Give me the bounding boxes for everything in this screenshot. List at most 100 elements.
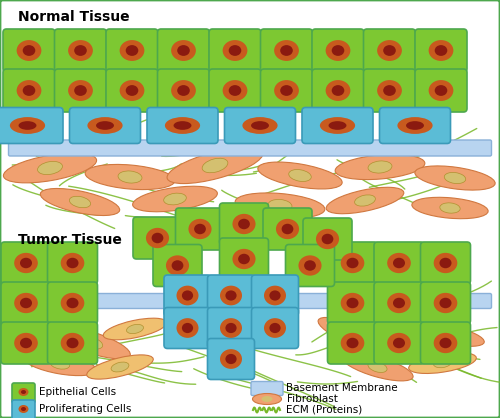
Ellipse shape xyxy=(202,158,228,173)
Ellipse shape xyxy=(166,255,189,275)
Ellipse shape xyxy=(270,291,280,301)
Ellipse shape xyxy=(318,317,387,351)
Ellipse shape xyxy=(74,85,87,96)
Ellipse shape xyxy=(444,331,461,340)
Ellipse shape xyxy=(24,352,97,376)
Ellipse shape xyxy=(171,80,196,101)
Ellipse shape xyxy=(408,352,476,373)
Text: Epithelial Cells: Epithelial Cells xyxy=(39,387,116,397)
Ellipse shape xyxy=(346,258,358,268)
FancyBboxPatch shape xyxy=(364,29,416,72)
Ellipse shape xyxy=(96,121,114,130)
FancyBboxPatch shape xyxy=(220,238,268,280)
Ellipse shape xyxy=(264,285,286,306)
Ellipse shape xyxy=(262,396,272,402)
Ellipse shape xyxy=(288,170,312,181)
Ellipse shape xyxy=(276,219,299,239)
Ellipse shape xyxy=(16,40,42,61)
FancyBboxPatch shape xyxy=(312,29,364,72)
Ellipse shape xyxy=(171,40,196,61)
Ellipse shape xyxy=(177,85,190,96)
Ellipse shape xyxy=(274,80,299,101)
Text: ECM (Proteins): ECM (Proteins) xyxy=(286,405,363,415)
Ellipse shape xyxy=(18,405,28,413)
Ellipse shape xyxy=(18,388,28,396)
FancyBboxPatch shape xyxy=(1,242,51,284)
Ellipse shape xyxy=(40,189,119,216)
FancyBboxPatch shape xyxy=(374,282,424,324)
Ellipse shape xyxy=(393,298,405,308)
Ellipse shape xyxy=(342,353,413,381)
Ellipse shape xyxy=(387,253,411,273)
FancyBboxPatch shape xyxy=(302,107,373,143)
Ellipse shape xyxy=(7,317,73,347)
FancyBboxPatch shape xyxy=(224,107,296,143)
Ellipse shape xyxy=(176,285,199,306)
Ellipse shape xyxy=(220,285,242,306)
FancyBboxPatch shape xyxy=(48,322,98,364)
Ellipse shape xyxy=(54,327,130,359)
FancyBboxPatch shape xyxy=(208,275,254,316)
Ellipse shape xyxy=(60,293,84,313)
FancyBboxPatch shape xyxy=(263,208,312,250)
Ellipse shape xyxy=(111,362,129,372)
Ellipse shape xyxy=(126,45,138,56)
Ellipse shape xyxy=(340,293,364,313)
Ellipse shape xyxy=(60,333,84,353)
Text: Tumor Tissue: Tumor Tissue xyxy=(18,233,122,247)
Ellipse shape xyxy=(14,253,38,273)
FancyBboxPatch shape xyxy=(209,29,261,72)
FancyBboxPatch shape xyxy=(133,217,182,259)
Ellipse shape xyxy=(335,154,425,180)
Ellipse shape xyxy=(368,331,436,357)
Ellipse shape xyxy=(346,298,358,308)
Ellipse shape xyxy=(226,354,236,364)
FancyBboxPatch shape xyxy=(312,69,364,112)
Ellipse shape xyxy=(304,260,316,271)
FancyBboxPatch shape xyxy=(415,69,467,112)
Ellipse shape xyxy=(20,338,32,348)
Ellipse shape xyxy=(412,197,488,219)
Ellipse shape xyxy=(434,358,452,368)
Ellipse shape xyxy=(222,40,248,61)
FancyBboxPatch shape xyxy=(1,282,51,324)
FancyBboxPatch shape xyxy=(3,69,55,112)
FancyBboxPatch shape xyxy=(220,203,268,245)
FancyBboxPatch shape xyxy=(303,218,352,260)
Ellipse shape xyxy=(194,224,206,234)
Ellipse shape xyxy=(31,326,49,337)
FancyBboxPatch shape xyxy=(54,69,106,112)
FancyBboxPatch shape xyxy=(164,308,211,349)
Text: Normal Tissue: Normal Tissue xyxy=(18,10,129,25)
FancyBboxPatch shape xyxy=(164,275,211,316)
Ellipse shape xyxy=(252,393,282,405)
FancyBboxPatch shape xyxy=(12,400,35,418)
Ellipse shape xyxy=(18,121,36,130)
Ellipse shape xyxy=(10,117,45,134)
Ellipse shape xyxy=(85,164,175,190)
Ellipse shape xyxy=(21,390,26,394)
Ellipse shape xyxy=(172,260,183,271)
Ellipse shape xyxy=(264,318,286,338)
Ellipse shape xyxy=(398,117,432,134)
Ellipse shape xyxy=(60,253,84,273)
Ellipse shape xyxy=(167,148,263,184)
FancyBboxPatch shape xyxy=(251,382,283,395)
Ellipse shape xyxy=(188,219,212,239)
Ellipse shape xyxy=(232,214,256,234)
FancyBboxPatch shape xyxy=(106,69,158,112)
Ellipse shape xyxy=(440,258,452,268)
Ellipse shape xyxy=(14,293,38,313)
Ellipse shape xyxy=(182,323,193,333)
Ellipse shape xyxy=(164,193,186,205)
Ellipse shape xyxy=(118,171,142,183)
FancyBboxPatch shape xyxy=(328,322,378,364)
Ellipse shape xyxy=(132,186,218,212)
Ellipse shape xyxy=(174,121,192,130)
Ellipse shape xyxy=(393,258,405,268)
FancyBboxPatch shape xyxy=(328,282,378,324)
Ellipse shape xyxy=(146,228,169,248)
Ellipse shape xyxy=(126,85,138,96)
FancyBboxPatch shape xyxy=(209,69,261,112)
Ellipse shape xyxy=(14,333,38,353)
